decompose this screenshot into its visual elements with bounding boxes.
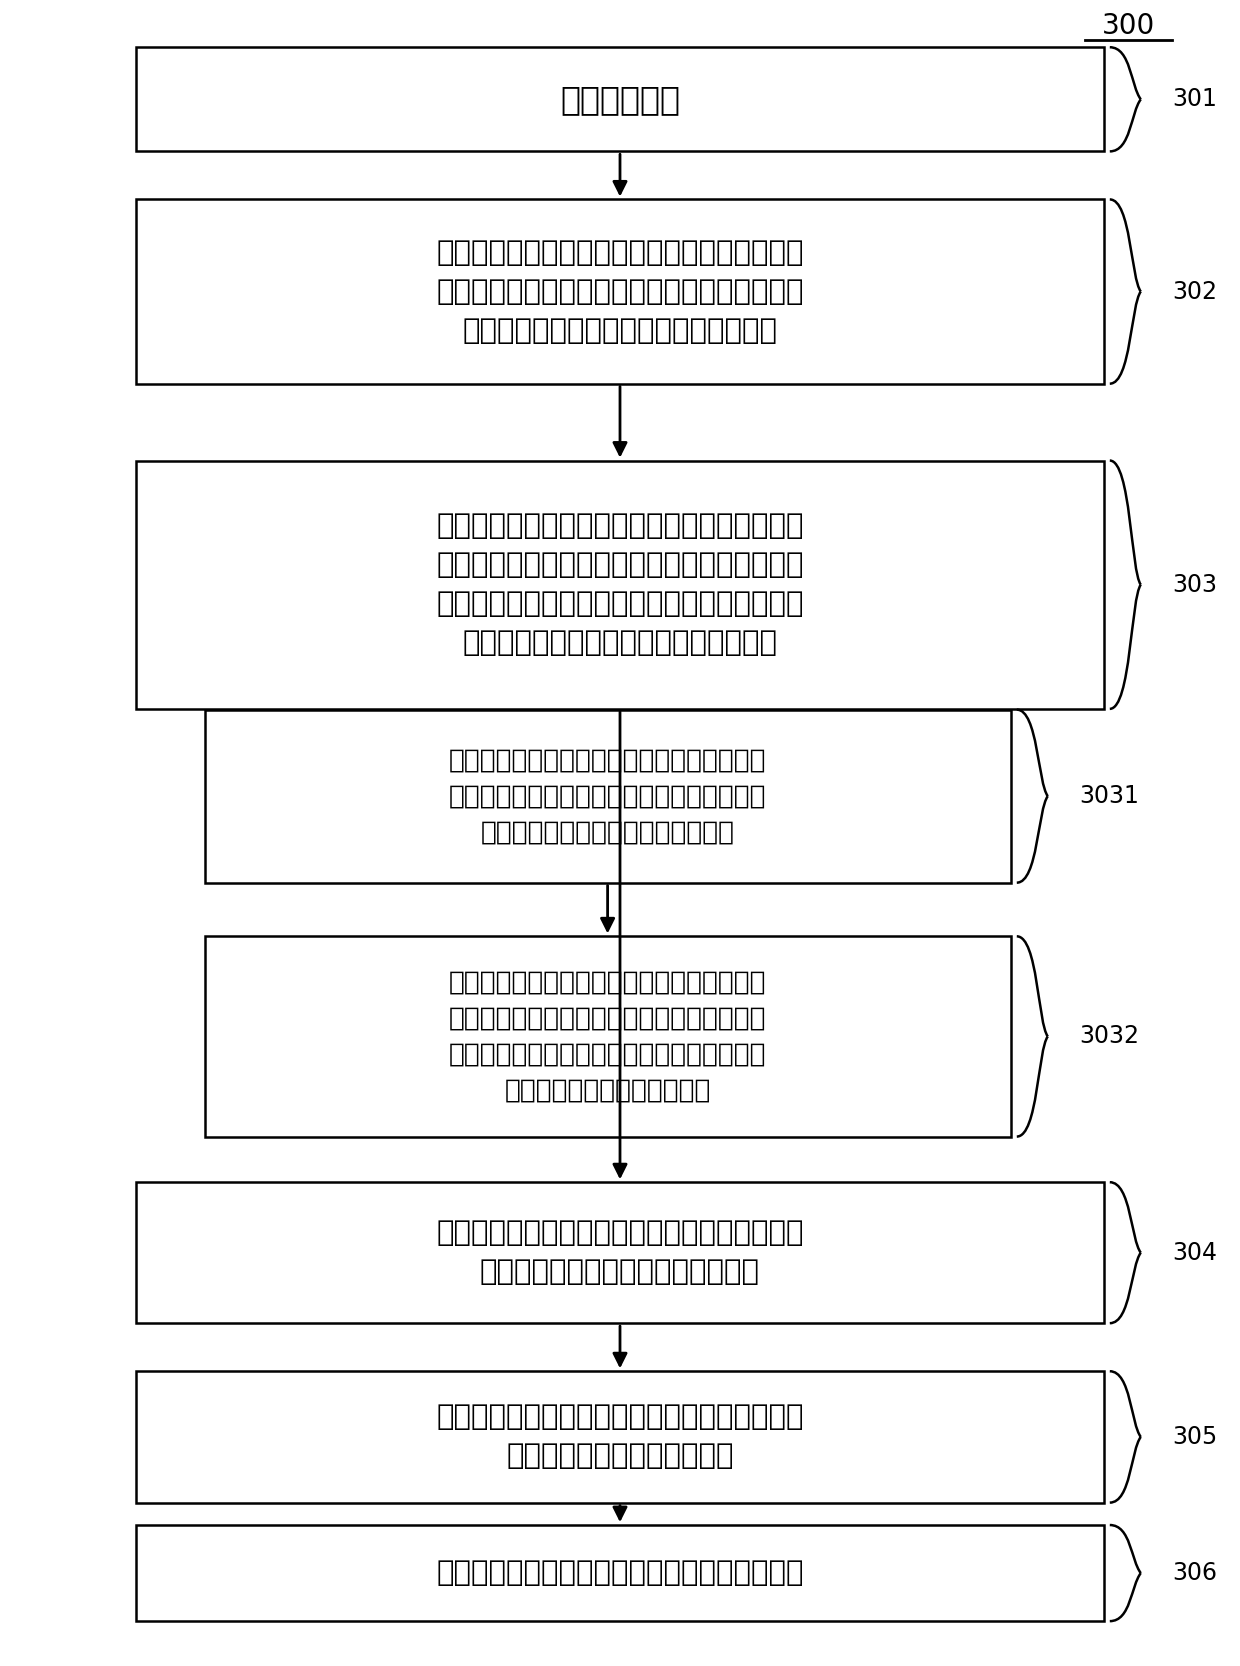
- Text: 306: 306: [1172, 1561, 1216, 1584]
- Text: 303: 303: [1172, 573, 1216, 596]
- Text: 305: 305: [1172, 1424, 1216, 1449]
- Bar: [205, 710, 1011, 883]
- Bar: [136, 460, 1104, 708]
- Text: 基于排序的结果，从备选配送单元集合中选择一
个配送单元作为目标配送单元: 基于排序的结果，从备选配送单元集合中选择一 个配送单元作为目标配送单元: [436, 1403, 804, 1471]
- Text: 将新订单组中的各个新订单分配给目标配送单元: 将新订单组中的各个新订单分配给目标配送单元: [436, 1559, 804, 1588]
- Text: 301: 301: [1172, 87, 1216, 112]
- Bar: [136, 1371, 1104, 1503]
- Text: 根据至少一个配送单元中的每个配送单元的预设
配送区域和结束任务位置以及新订单组中各个新
订单的订单信息，确定备选配送单元集合: 根据至少一个配送单元中的每个配送单元的预设 配送区域和结束任务位置以及新订单组中…: [436, 238, 804, 345]
- Bar: [136, 1183, 1104, 1323]
- Text: 304: 304: [1172, 1241, 1216, 1264]
- Text: 根据该配送单元的预设配送区域和结束任务位
置，确定该配送单元与新订单组在至少一种匹
配分数项中每种匹配分数项下的分数: 根据该配送单元的预设配送区域和结束任务位 置，确定该配送单元与新订单组在至少一种…: [449, 746, 766, 845]
- Text: 3032: 3032: [1079, 1025, 1138, 1048]
- Bar: [136, 200, 1104, 383]
- Bar: [205, 936, 1011, 1136]
- Text: 按照匹配分数从大到小的顺序，对备选配送单元
集合中的各个备选配送单元进行排序: 按照匹配分数从大到小的顺序，对备选配送单元 集合中的各个备选配送单元进行排序: [436, 1220, 804, 1286]
- Text: 300: 300: [1102, 12, 1154, 40]
- Text: 3031: 3031: [1079, 785, 1138, 808]
- Text: 302: 302: [1172, 280, 1216, 303]
- Bar: [136, 47, 1104, 152]
- Text: 根据所确定的该配送单元与新订单组在至少一
种匹配分数项中每种匹配分数项下的分数和与
该种匹配分数项对应的预设权重值，确定该配
送单元与新订单组的匹配分数: 根据所确定的该配送单元与新订单组在至少一 种匹配分数项中每种匹配分数项下的分数和…: [449, 970, 766, 1103]
- Text: 获取新订单组: 获取新订单组: [560, 83, 680, 117]
- Text: 对于备选配送单元集合中的每个备选配送单元，
根据该备选配送单元的预设配送区域和结束任务
位置以及新订单组中各个新订单的订单信息，确
定该备选配送单元与新订单组的: 对于备选配送单元集合中的每个备选配送单元， 根据该备选配送单元的预设配送区域和结…: [436, 511, 804, 656]
- Bar: [136, 1524, 1104, 1621]
